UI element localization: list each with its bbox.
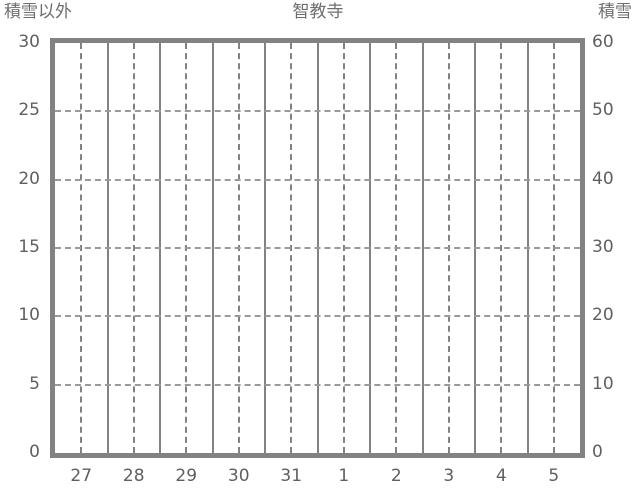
plot-area [50, 38, 585, 458]
x-axis-tick-label: 1 [338, 466, 350, 486]
x-axis-tick-label: 31 [280, 466, 303, 486]
x-axis-tick-label: 28 [122, 466, 145, 486]
x-axis-tick-label: 4 [495, 466, 507, 486]
left-axis-tick-label: 10 [18, 305, 40, 326]
x-axis-tick-label: 29 [175, 466, 198, 486]
right-axis-tick-label: 20 [592, 305, 614, 326]
left-axis-tick-label: 25 [18, 100, 40, 121]
left-axis-tick-label: 30 [18, 32, 40, 52]
right-axis-tick-label: 60 [592, 32, 614, 52]
horizontal-gridline [55, 110, 580, 113]
x-axis-tick-label: 27 [70, 466, 93, 486]
x-axis-tick-label: 3 [443, 466, 455, 486]
right-axis-tick-label: 10 [592, 373, 614, 394]
horizontal-gridline [55, 315, 580, 318]
horizontal-gridline [55, 247, 580, 249]
left-axis-tick-label: 15 [18, 237, 40, 257]
chart-header: 積雪以外 智教寺 積雪 [0, 0, 636, 26]
chart-title: 智教寺 [292, 2, 344, 22]
plot-grid-layer [55, 43, 580, 453]
left-axis-tick-label: 20 [18, 168, 40, 189]
right-axis-tick-label: 30 [592, 237, 614, 257]
right-axis-tick-label: 40 [592, 168, 614, 189]
horizontal-gridline [55, 383, 580, 386]
right-axis-tick-label: 50 [592, 100, 614, 121]
x-axis-tick-label: 2 [390, 466, 402, 486]
left-axis-tick-label: 0 [29, 442, 40, 462]
left-axis-title: 積雪以外 [4, 2, 72, 22]
left-axis-tick-label: 5 [29, 373, 40, 394]
x-axis-tick-label: 30 [227, 466, 250, 486]
horizontal-gridline [55, 178, 580, 181]
right-axis-title: 積雪 [598, 2, 632, 22]
right-axis-tick-label: 0 [592, 442, 603, 462]
x-axis-tick-label: 5 [548, 466, 560, 486]
